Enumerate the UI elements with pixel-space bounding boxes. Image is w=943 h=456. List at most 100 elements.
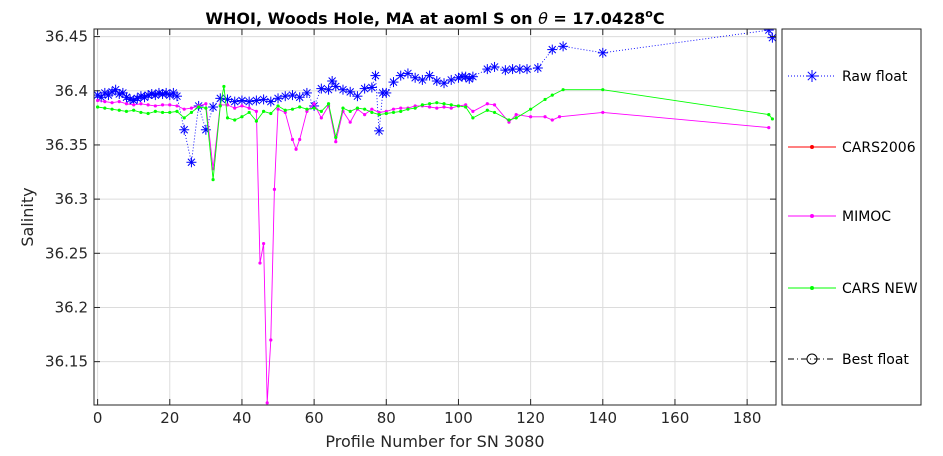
data-point bbox=[276, 107, 280, 111]
legend-entry: MIMOC bbox=[788, 209, 891, 225]
x-tick-label: 20 bbox=[160, 409, 179, 427]
data-point bbox=[103, 99, 107, 104]
data-point bbox=[233, 118, 237, 122]
data-point bbox=[251, 95, 262, 106]
data-point bbox=[467, 71, 478, 82]
data-point bbox=[319, 109, 323, 113]
x-axis-title: Profile Number for SN 3080 bbox=[325, 432, 544, 451]
data-point bbox=[427, 102, 432, 106]
y-tick-label: 36.2 bbox=[55, 298, 88, 316]
data-point bbox=[366, 82, 377, 93]
data-point bbox=[456, 104, 461, 108]
x-tick-label: 0 bbox=[93, 409, 103, 427]
x-tick-label: 40 bbox=[232, 409, 251, 427]
data-point bbox=[424, 70, 435, 81]
y-tick-label: 36.35 bbox=[45, 136, 88, 154]
data-point bbox=[222, 84, 226, 89]
data-point bbox=[485, 102, 489, 106]
legend-label: MIMOC bbox=[842, 209, 891, 225]
data-point bbox=[370, 70, 381, 81]
series-cars-new bbox=[96, 84, 774, 182]
data-point bbox=[182, 107, 186, 111]
data-point bbox=[283, 108, 287, 112]
legend-label: CARS NEW bbox=[842, 281, 918, 297]
data-point bbox=[208, 102, 219, 113]
data-point bbox=[417, 74, 428, 85]
data-point bbox=[294, 147, 298, 151]
data-point bbox=[124, 109, 129, 113]
data-point bbox=[327, 76, 338, 87]
data-point bbox=[767, 113, 771, 117]
data-point bbox=[171, 91, 182, 102]
legend-entry: Best float bbox=[788, 352, 909, 368]
data-point bbox=[352, 91, 363, 102]
axis-ticks: 0 20 40 60 80 100 120 140 160 180 36.15 36.2 36.25 36… bbox=[45, 28, 776, 427]
data-point bbox=[254, 109, 258, 113]
legend-label: Best float bbox=[842, 352, 909, 368]
data-point bbox=[110, 84, 121, 95]
data-point bbox=[280, 91, 291, 102]
legend: Raw float CARS2006 MIMOC CARS NEW Best float bbox=[788, 69, 918, 368]
data-point bbox=[323, 84, 334, 95]
data-point bbox=[316, 83, 327, 94]
data-point bbox=[363, 113, 367, 117]
data-point bbox=[810, 286, 814, 290]
data-point bbox=[265, 96, 276, 107]
data-point bbox=[806, 70, 818, 82]
data-point bbox=[471, 116, 475, 120]
data-point bbox=[514, 116, 518, 120]
data-point bbox=[225, 103, 230, 107]
data-point bbox=[312, 106, 316, 110]
data-point bbox=[547, 44, 558, 55]
data-point bbox=[810, 145, 814, 149]
data-point bbox=[381, 87, 392, 98]
data-point bbox=[330, 81, 341, 92]
data-point bbox=[337, 84, 348, 95]
data-point bbox=[399, 109, 403, 113]
data-point bbox=[96, 105, 100, 109]
data-point bbox=[233, 106, 237, 110]
data-point bbox=[763, 29, 774, 36]
y-tick-label: 36.4 bbox=[55, 82, 88, 100]
data-point bbox=[254, 119, 258, 123]
data-point bbox=[341, 106, 345, 110]
data-point bbox=[489, 61, 500, 72]
legend-box bbox=[781, 28, 922, 406]
series-raw-float bbox=[94, 29, 776, 168]
data-point bbox=[442, 102, 446, 106]
data-point bbox=[168, 103, 172, 107]
data-point bbox=[427, 105, 432, 109]
legend-label: Raw float bbox=[842, 69, 908, 85]
data-point bbox=[391, 110, 396, 115]
data-point bbox=[287, 90, 298, 101]
data-point bbox=[124, 102, 129, 106]
plot-frame bbox=[93, 28, 777, 406]
data-point bbox=[204, 106, 208, 110]
data-point bbox=[294, 92, 305, 103]
data-point bbox=[439, 78, 450, 89]
data-point bbox=[464, 105, 468, 109]
data-point bbox=[388, 77, 399, 88]
data-point bbox=[258, 261, 262, 265]
data-point bbox=[117, 99, 121, 104]
x-tick-label: 120 bbox=[516, 409, 545, 427]
data-point bbox=[377, 113, 381, 117]
data-point bbox=[244, 96, 255, 107]
data-point bbox=[410, 72, 421, 83]
data-point bbox=[391, 107, 396, 111]
data-point bbox=[175, 104, 179, 108]
data-point bbox=[420, 103, 424, 107]
y-tick-label: 36.25 bbox=[45, 244, 88, 262]
data-point bbox=[334, 135, 338, 139]
x-tick-label: 180 bbox=[733, 409, 762, 427]
data-point bbox=[240, 104, 244, 108]
data-point bbox=[558, 41, 569, 52]
data-point bbox=[218, 104, 222, 108]
data-point bbox=[132, 103, 136, 107]
data-point bbox=[543, 115, 547, 119]
data-point bbox=[557, 115, 562, 119]
x-tick-label: 100 bbox=[444, 409, 473, 427]
data-point bbox=[236, 95, 247, 106]
data-point bbox=[240, 115, 244, 119]
data-point bbox=[229, 96, 240, 107]
